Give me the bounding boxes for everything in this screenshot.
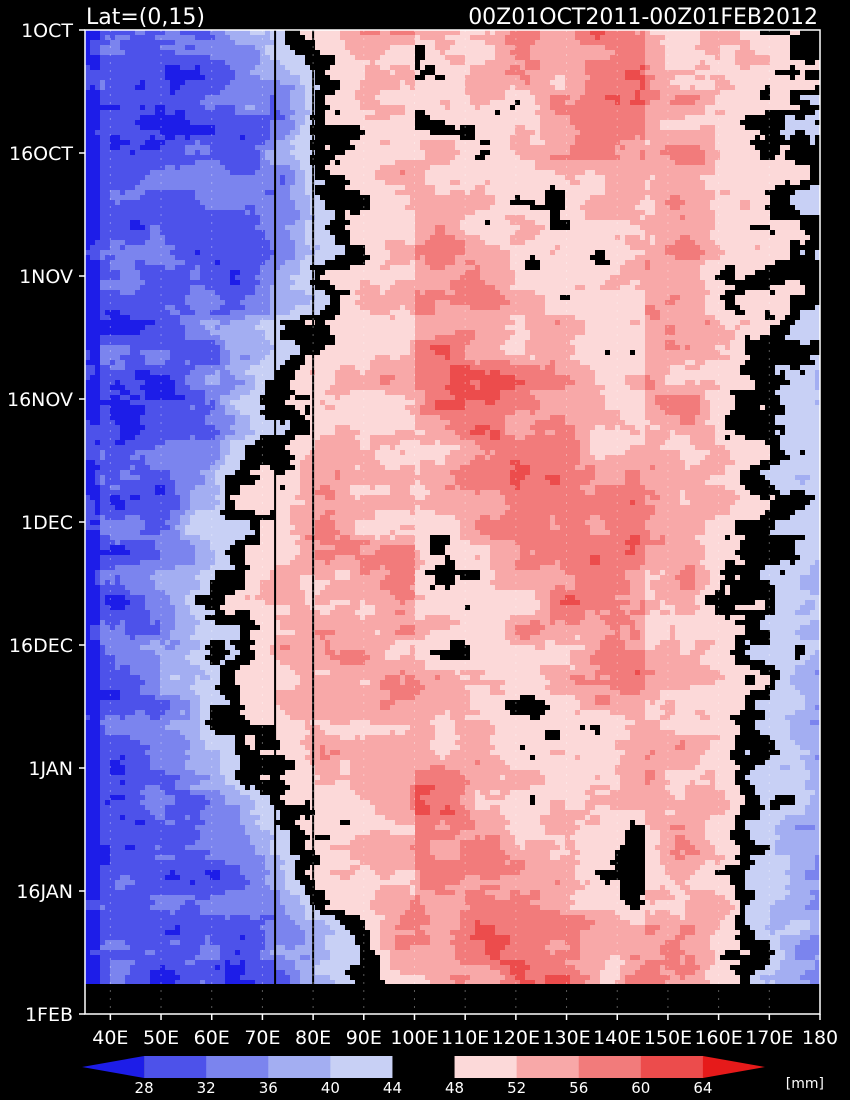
colorbar-level-label: 48	[445, 1079, 464, 1097]
missing-data-band	[85, 984, 820, 1014]
colorbar-level-label: 36	[259, 1079, 278, 1097]
colorbar-swatch	[206, 1056, 269, 1078]
colorbar-swatch	[330, 1056, 393, 1078]
y-tick-label: 1NOV	[19, 266, 73, 288]
y-tick-label: 1JAN	[28, 758, 73, 780]
x-tick-label: 150E	[644, 1027, 692, 1049]
title-left: Lat=(0,15)	[86, 5, 205, 30]
x-tick-label: 120E	[492, 1027, 540, 1049]
y-tick-label: 1DEC	[21, 512, 73, 534]
colorbar-unit: [mm]	[786, 1076, 824, 1092]
colorbar-swatch	[517, 1056, 580, 1078]
y-tick-label: 16DEC	[9, 635, 73, 657]
colorbar-swatch	[455, 1056, 518, 1078]
y-tick-label: 1FEB	[25, 1004, 73, 1026]
y-tick-label: 1OCT	[21, 20, 73, 42]
x-tick-label: 110E	[441, 1027, 489, 1049]
x-tick-label: 50E	[143, 1027, 179, 1049]
x-tick-label: 60E	[194, 1027, 230, 1049]
x-tick-label: 90E	[346, 1027, 382, 1049]
colorbar-level-label: 56	[569, 1079, 588, 1097]
colorbar-swatch	[268, 1056, 331, 1078]
x-tick-label: 100E	[390, 1027, 438, 1049]
colorbar-level-label: 64	[693, 1079, 712, 1097]
x-tick-label: 130E	[542, 1027, 590, 1049]
colorbar-swatch	[579, 1056, 642, 1078]
y-tick-label: 16NOV	[7, 389, 73, 411]
colorbar-level-label: 60	[631, 1079, 650, 1097]
colorbar-level-label: 28	[135, 1079, 154, 1097]
y-tick-label: 16OCT	[9, 143, 73, 165]
colorbar-level-label: 52	[507, 1079, 526, 1097]
x-tick-label: 80E	[295, 1027, 331, 1049]
x-tick-label: 180	[802, 1027, 838, 1049]
colorbar-level-label: 40	[321, 1079, 340, 1097]
colorbar-swatch	[641, 1056, 704, 1078]
x-tick-label: 170E	[745, 1027, 793, 1049]
title-right: 00Z01OCT2011-00Z01FEB2012	[468, 5, 818, 30]
colorbar-level-label: 44	[383, 1079, 402, 1097]
x-tick-label: 160E	[694, 1027, 742, 1049]
x-tick-label: 140E	[593, 1027, 641, 1049]
x-tick-label: 40E	[92, 1027, 128, 1049]
colorbar-swatch	[392, 1056, 455, 1078]
colorbar-swatch	[144, 1056, 207, 1078]
colorbar-level-label: 32	[197, 1079, 216, 1097]
y-tick-label: 16JAN	[16, 881, 73, 903]
precipitable-water-field	[85, 30, 821, 986]
x-tick-label: 70E	[244, 1027, 280, 1049]
